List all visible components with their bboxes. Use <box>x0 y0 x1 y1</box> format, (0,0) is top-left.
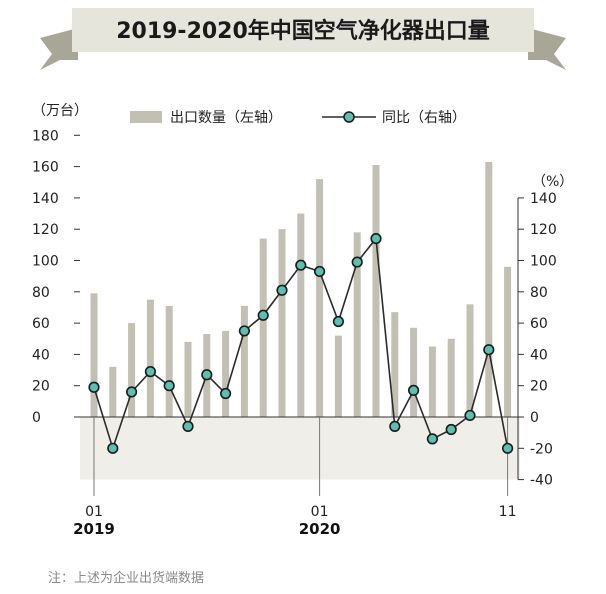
yoy-point-2020-01 <box>314 265 326 278</box>
bar-2020-04 <box>372 165 380 417</box>
legend: 出口数量（左轴） 同比（右轴） <box>130 110 466 126</box>
y-left-tick-label: 40 <box>32 347 50 363</box>
yoy-point-2019-06 <box>182 420 194 432</box>
yoy-point-2019-10 <box>257 309 269 321</box>
yoy-point-2019-08 <box>220 387 232 400</box>
footnote: 注：上述为企业出货端数据 <box>48 570 204 586</box>
bar-2019-10 <box>259 238 267 417</box>
x-tick-label: 11 <box>499 504 517 520</box>
legend-bar-swatch <box>130 111 162 123</box>
yoy-point-2020-09 <box>464 409 476 422</box>
yoy-point-2020-04 <box>370 232 382 245</box>
y-right-tick-label: 40 <box>530 347 548 363</box>
bar-2020-02 <box>334 335 342 417</box>
y-right-tick-label: 60 <box>530 316 548 332</box>
yoy-point-2019-05 <box>163 380 175 392</box>
bar-2020-06 <box>410 327 418 417</box>
bar-2019-09 <box>240 305 248 417</box>
legend-line-marker <box>343 111 355 123</box>
x-year-label: 2019 <box>73 520 115 538</box>
legend-line-label: 同比（右轴） <box>382 110 466 126</box>
y-right-tick-label: 20 <box>530 379 548 395</box>
y-right-tick-label: 120 <box>530 222 557 238</box>
yoy-point-2020-08 <box>445 423 457 436</box>
yoy-point-2020-06 <box>408 384 420 396</box>
yoy-point-2019-01 <box>88 381 100 393</box>
bar-2020-07 <box>428 346 436 417</box>
banner-body <box>72 8 534 52</box>
y-left-tick-label: 140 <box>32 191 59 207</box>
x-tick-label: 01 <box>311 504 329 520</box>
bar-2019-06 <box>184 341 192 417</box>
y-right-tick-label: 80 <box>530 285 548 301</box>
legend-bar-label: 出口数量（左轴） <box>170 110 282 126</box>
y-right-tick-label: 0 <box>530 410 539 426</box>
x-tick-label: 01 <box>85 504 103 520</box>
bar-2019-05 <box>165 305 173 417</box>
bar-2019-02 <box>109 366 117 417</box>
bar-2020-09 <box>466 304 474 417</box>
yoy-point-2019-07 <box>201 369 213 381</box>
bar-2020-05 <box>391 312 399 417</box>
right-axis-unit: （%） <box>532 174 573 190</box>
bar-2019-08 <box>222 330 230 417</box>
bar-2019-12 <box>297 213 305 417</box>
yoy-point-2020-02 <box>332 315 345 328</box>
yoy-point-2019-09 <box>238 325 250 337</box>
y-right-tick-label: -20 <box>530 441 553 457</box>
y-left-tick-label: 100 <box>32 254 59 270</box>
y-right-tick-label: 140 <box>530 191 557 207</box>
yoy-point-2019-04 <box>144 366 156 378</box>
bar-2020-03 <box>353 232 361 417</box>
yoy-point-2020-05 <box>389 420 401 432</box>
plot-area: 0 20 40 60 80 100 120 140 160 180 -40 -20 0 20 40 60 80 1… <box>32 128 557 538</box>
y-left-tick-label: 20 <box>32 379 50 395</box>
y-left-tick-label: 0 <box>32 410 41 426</box>
yoy-point-2019-02 <box>107 442 119 454</box>
yoy-point-2020-11 <box>502 442 514 454</box>
yoy-point-2020-10 <box>483 344 495 356</box>
yoy-point-2020-07 <box>426 433 439 445</box>
y-left-tick-label: 120 <box>32 222 59 238</box>
bar-2020-11 <box>504 266 512 417</box>
x-year-label: 2020 <box>299 520 341 538</box>
yoy-point-2019-12 <box>295 259 307 271</box>
y-right-tick-label: -40 <box>530 473 553 489</box>
y-left-tick-label: 80 <box>32 285 50 301</box>
y-left-tick-label: 160 <box>32 160 59 176</box>
y-left-tick-label: 60 <box>32 316 50 332</box>
banner-right-tail <box>528 28 566 70</box>
y-left-tick-label: 180 <box>32 128 59 144</box>
bar-2019-11 <box>278 229 286 417</box>
bar-2020-01 <box>316 179 324 417</box>
bar-2019-01 <box>90 293 98 417</box>
banner-left-tail <box>40 28 78 70</box>
yoy-point-2019-03 <box>126 386 138 398</box>
y-right-tick-label: 100 <box>530 254 557 270</box>
left-axis-unit: （万台） <box>32 103 88 119</box>
title-banner: 2019-2020年中国空气净化器出口量 <box>40 8 566 70</box>
yoy-point-2019-11 <box>276 284 288 296</box>
chart-title: 2019-2020年中国空气净化器出口量 <box>116 18 490 44</box>
yoy-point-2020-03 <box>351 256 363 268</box>
bar-2019-03 <box>128 323 136 417</box>
bar-2020-10 <box>485 161 493 417</box>
bar-2019-04 <box>146 299 154 417</box>
bar-2020-08 <box>447 338 455 417</box>
